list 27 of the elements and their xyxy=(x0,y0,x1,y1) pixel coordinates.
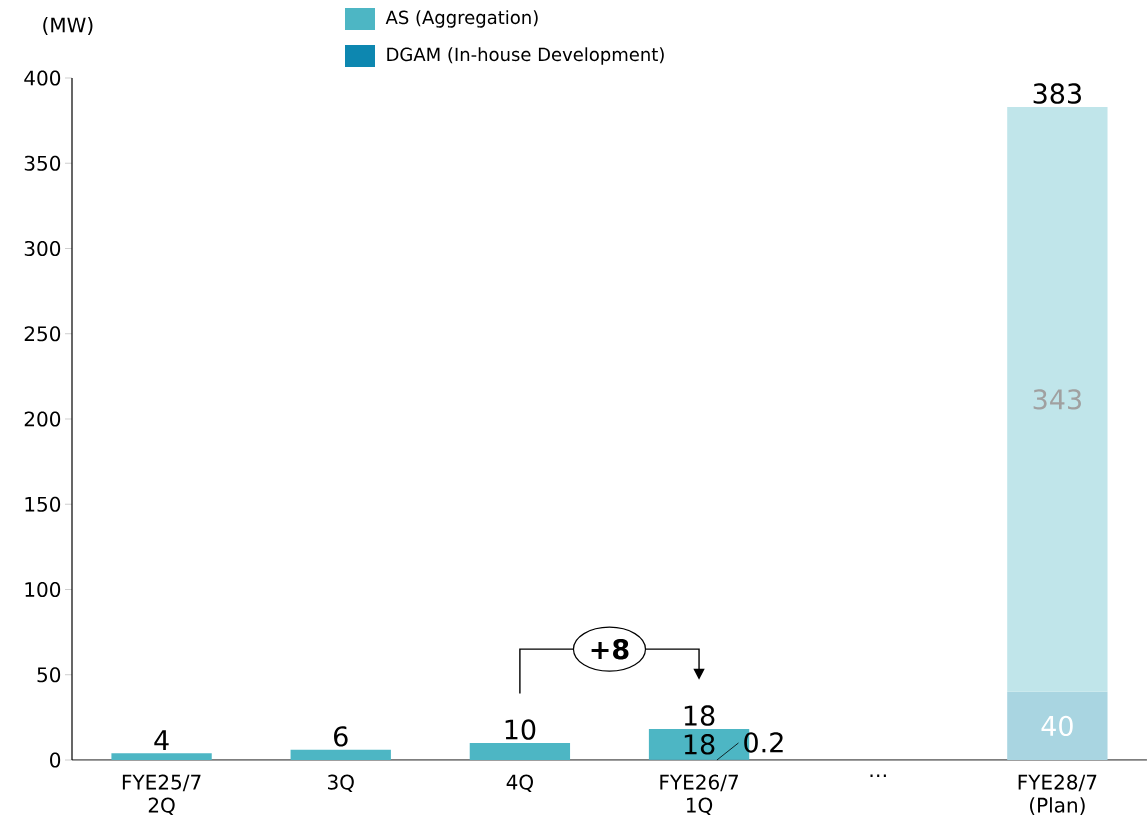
y-tick-label: 50 xyxy=(37,667,61,683)
data-label: 343 xyxy=(1033,389,1081,410)
total-label: 6 xyxy=(334,726,348,747)
total-label: 10 xyxy=(505,719,536,740)
x-tick-label: 3Q xyxy=(328,774,354,792)
annotation: +8 xyxy=(591,638,629,660)
x-tick-label: FYE26/7 1Q xyxy=(660,774,738,815)
y-tick-label: 350 xyxy=(24,155,61,171)
data-label: 40 xyxy=(1041,715,1073,737)
legend-label: AS (Aggregation) xyxy=(385,10,538,28)
y-tick-label: 250 xyxy=(24,326,61,342)
x-tick-label: FYE28/7 (Plan) xyxy=(1018,774,1097,816)
x-tick-label: 4Q xyxy=(506,774,533,792)
y-tick-label: 100 xyxy=(25,581,61,598)
y-axis-title: (MW) xyxy=(43,17,93,35)
y-tick-label: 200 xyxy=(24,411,61,427)
x-tick-label: ⋯ xyxy=(870,774,886,778)
x-tick-label: FYE25/7 2Q xyxy=(122,774,201,815)
y-tick-label: 0 xyxy=(50,752,61,768)
legend-label: DGAM (In-house Development) xyxy=(387,47,664,65)
total-label: 383 xyxy=(1033,83,1081,104)
y-tick-label: 400 xyxy=(24,70,61,86)
data-label: 18 xyxy=(684,734,715,755)
total-label: 18 xyxy=(684,705,715,726)
y-tick-label: 300 xyxy=(24,240,61,257)
y-tick-label: 150 xyxy=(25,496,61,512)
total-label: 4 xyxy=(154,730,169,750)
